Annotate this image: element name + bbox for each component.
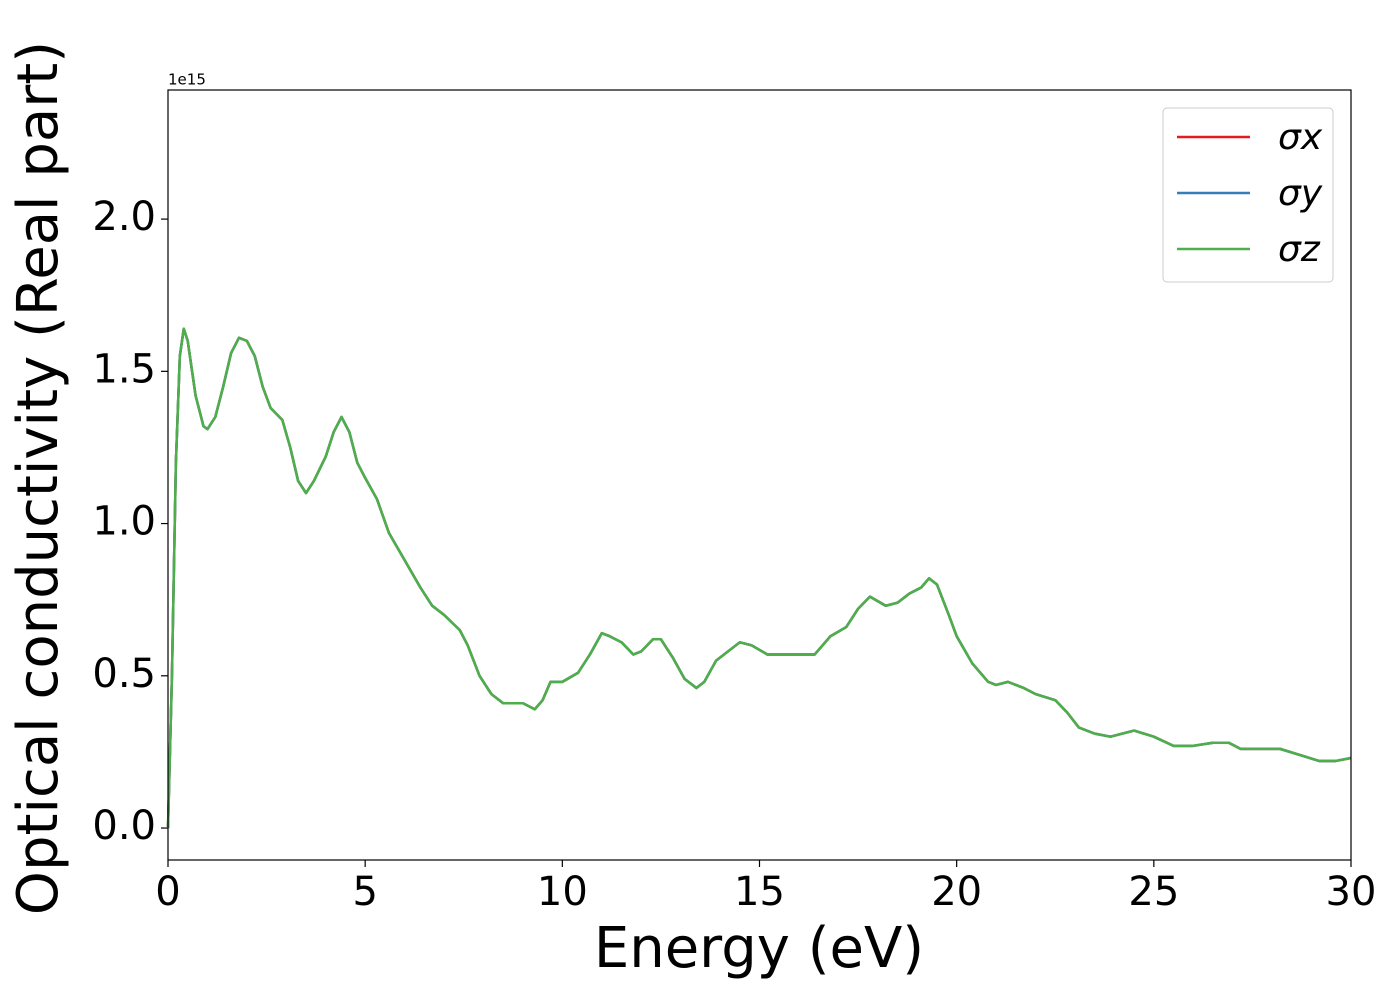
plot-frame — [167, 89, 1352, 861]
y-tick-label: 0.5 — [92, 651, 156, 697]
series-line — [166, 327, 1352, 829]
y-tick-label: 1.5 — [92, 346, 156, 392]
y-axis-label: Optical conductivity (Real part) — [6, 41, 71, 915]
legend-label: σy — [1278, 173, 1323, 214]
legend-label: σz — [1278, 229, 1321, 270]
x-axis-label: Energy (eV) — [594, 916, 924, 981]
x-tick-label: 10 — [537, 869, 588, 915]
y-offset-label: 1e15 — [168, 71, 206, 89]
legend-box — [1162, 107, 1334, 283]
x-tick-label: 0 — [155, 869, 180, 915]
x-tick-label: 5 — [352, 869, 377, 915]
x-tick-label: 15 — [734, 869, 785, 915]
x-tick-label: 25 — [1128, 869, 1179, 915]
legend-label: σx — [1278, 117, 1323, 158]
series-line — [166, 327, 1352, 829]
y-tick-label: 2.0 — [92, 194, 156, 240]
y-tick-label: 1.0 — [92, 499, 156, 545]
series-line — [166, 327, 1352, 829]
x-tick-label: 20 — [931, 869, 982, 915]
x-tick-label: 30 — [1326, 869, 1377, 915]
y-tick-label: 0.0 — [92, 803, 156, 849]
